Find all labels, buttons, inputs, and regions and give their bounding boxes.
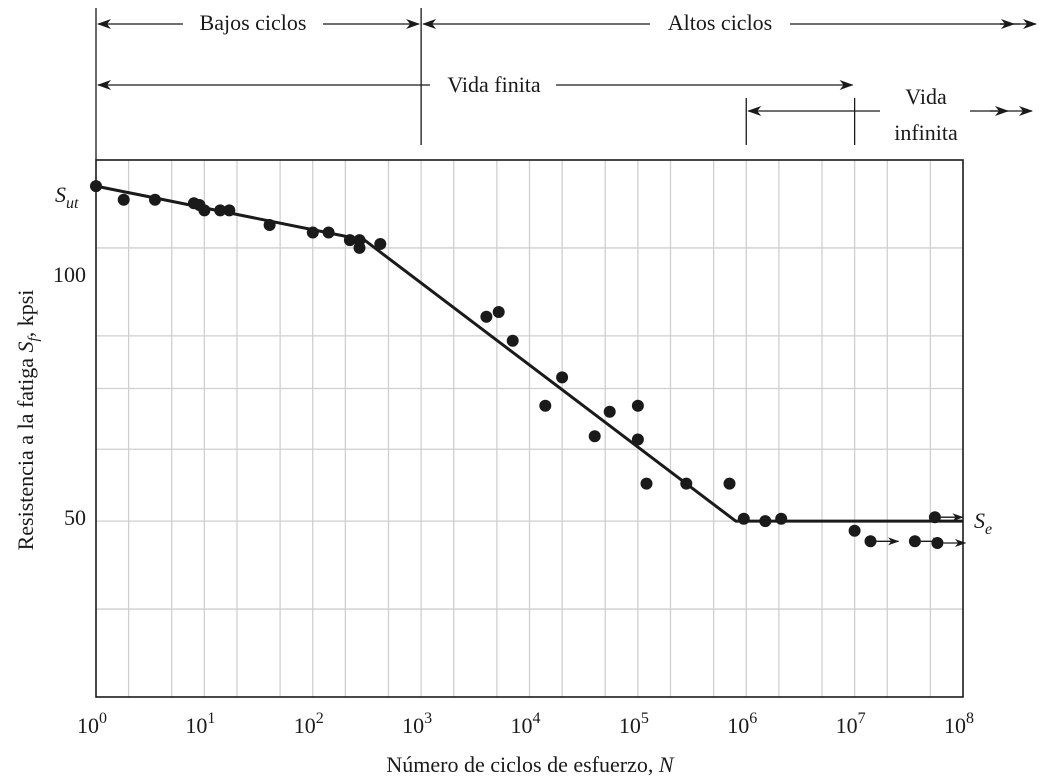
data-point <box>90 180 102 193</box>
data-point <box>117 193 130 206</box>
label-infinita: infinita <box>894 120 958 145</box>
data-points <box>90 180 944 549</box>
sut-label: Sut <box>55 182 79 212</box>
data-point <box>480 310 493 323</box>
data-point <box>723 477 736 490</box>
data-point <box>864 535 877 548</box>
x-tick-label: 106 <box>727 710 757 738</box>
label-altos-ciclos: Altos ciclos <box>668 10 773 35</box>
data-point <box>775 512 788 525</box>
x-tick-label: 102 <box>294 710 324 738</box>
data-point <box>737 512 750 525</box>
data-point <box>908 535 921 548</box>
data-point <box>680 477 693 490</box>
data-point <box>223 204 236 217</box>
data-point <box>931 537 944 549</box>
data-point <box>631 399 644 412</box>
data-point <box>492 306 505 318</box>
x-tick-labels: 100 101 102 103 104 105 106 107 108 <box>77 710 974 738</box>
data-point <box>149 193 161 206</box>
y-tick-label: 100 <box>53 262 86 287</box>
data-point <box>198 204 211 217</box>
plot-frame <box>95 159 964 698</box>
label-vida-finita: Vida finita <box>447 72 541 97</box>
runout-arrows <box>876 513 967 547</box>
data-point <box>556 371 569 384</box>
data-point <box>928 511 941 524</box>
x-tick-label: 107 <box>836 710 866 738</box>
data-point <box>214 204 227 217</box>
annotation-lines <box>95 8 1037 160</box>
x-tick-label: 100 <box>77 710 107 738</box>
x-tick-label: 101 <box>185 710 215 738</box>
grid <box>96 160 963 697</box>
data-point <box>631 433 644 446</box>
x-axis-label: Número de ciclos de esfuerzo, N <box>386 752 674 777</box>
data-point <box>343 234 356 247</box>
data-point <box>640 477 653 490</box>
data-point <box>603 405 616 418</box>
data-point <box>848 524 861 537</box>
x-tick-label: 108 <box>944 710 974 738</box>
data-point <box>506 334 519 347</box>
x-tick-label: 104 <box>511 710 541 738</box>
data-point <box>322 226 335 239</box>
label-bajos-ciclos: Bajos ciclos <box>200 10 307 35</box>
data-point <box>539 399 552 412</box>
se-label: Se <box>974 508 992 538</box>
data-point <box>263 219 276 231</box>
x-tick-label: 103 <box>402 710 432 738</box>
data-point <box>374 238 387 250</box>
data-point <box>353 241 366 254</box>
data-point <box>759 515 772 528</box>
data-point <box>588 430 601 443</box>
data-point <box>306 226 319 239</box>
x-tick-label: 105 <box>619 710 649 738</box>
y-axis-label: Resistencia a la fatiga Sf, kpsi <box>13 290 42 551</box>
y-tick-label: 50 <box>64 505 86 530</box>
label-vida: Vida <box>905 84 947 109</box>
